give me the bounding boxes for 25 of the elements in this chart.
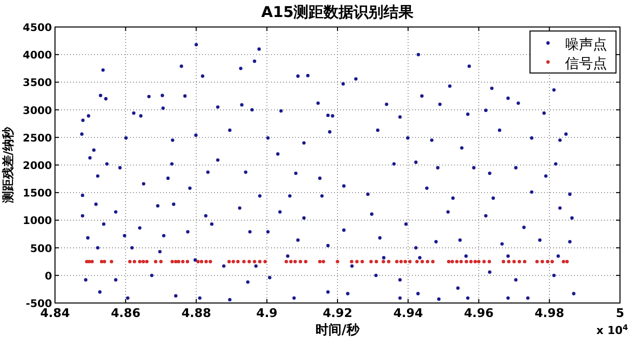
y-tick-label: 4000	[22, 50, 52, 62]
x-tick-label: 4.98	[534, 306, 564, 320]
y-tick-label: 2500	[22, 132, 52, 144]
text: x 10$^{4}$	[596, 322, 628, 337]
y-tick-label: 3000	[22, 104, 52, 117]
x-tick-label: 5	[616, 306, 624, 320]
y-tick-label: 4500	[22, 22, 52, 34]
chart-title: A15测距数据识别结果	[261, 3, 415, 21]
y-axis-title: 测距残差/纳秒	[1, 126, 15, 204]
x-tick-label: 4.88	[181, 306, 212, 320]
y-tick-label: 500	[30, 242, 52, 255]
x-axis-title: 时间/秒	[316, 323, 360, 338]
y-tick-label: 1500	[22, 188, 52, 200]
legend-label: 信号点	[565, 56, 607, 72]
x-tick-label: 4.84	[40, 306, 70, 320]
y-tick-label: 2000	[22, 160, 52, 172]
x-tick-label: 4.9	[256, 306, 278, 320]
x-tick-label: 4.86	[110, 306, 140, 320]
x-tick-label: 4.92	[322, 306, 352, 320]
legend-label: 噪声点	[565, 37, 607, 53]
x-tick-label: 4.96	[464, 306, 494, 320]
y-tick-label: 1000	[22, 215, 52, 228]
y-tick-label: 0	[44, 270, 52, 282]
y-tick-label: 3500	[22, 77, 52, 90]
x-tick-label: 4.94	[393, 306, 423, 320]
